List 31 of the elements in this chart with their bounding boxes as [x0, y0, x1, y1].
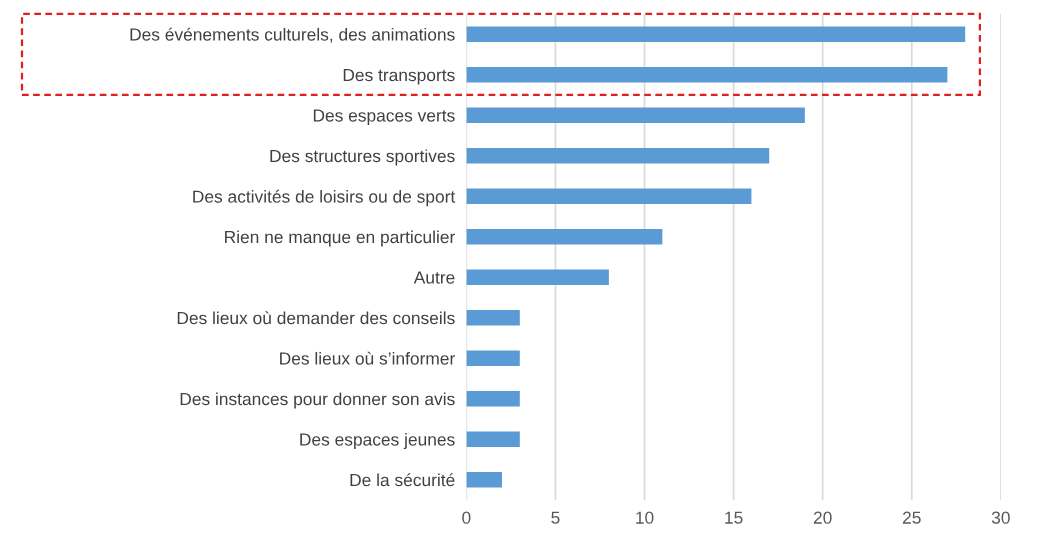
- y-tick-label: Des instances pour donner son avis: [180, 392, 455, 409]
- y-tick-label: Des lieux où s’informer: [280, 351, 455, 365]
- bar: [466, 472, 502, 488]
- y-tick-label: Des structures sportives: [270, 149, 455, 166]
- bar: [466, 310, 520, 326]
- bar: [466, 188, 752, 204]
- x-tick-label: 30: [991, 511, 1010, 524]
- bar: [466, 26, 966, 42]
- y-tick-label: Des transports: [343, 69, 455, 85]
- y-tick-label: Des espaces verts: [313, 109, 455, 126]
- y-tick-label: Rien ne manque en particulier: [225, 230, 455, 247]
- bar: [466, 269, 609, 285]
- x-tick-label: 25: [902, 511, 921, 524]
- bar: [466, 148, 770, 164]
- bar: [466, 67, 948, 83]
- x-tick-label: 5: [551, 511, 560, 524]
- y-tick-label: Des lieux où demander des conseils: [177, 311, 455, 325]
- x-tick-label: 20: [813, 511, 832, 524]
- x-tick-label: 10: [636, 511, 654, 524]
- y-tick-label: De la sécurité: [350, 473, 455, 487]
- bar: [466, 391, 520, 407]
- y-tick-label: Des événements culturels, des animations: [130, 27, 455, 43]
- bar: [466, 107, 805, 123]
- y-tick-label: Des espaces jeunes: [300, 432, 455, 450]
- bar: [466, 229, 663, 245]
- x-tick-label: 0: [462, 511, 471, 524]
- y-tick-label: Autre: [413, 271, 455, 284]
- bar: [466, 431, 520, 447]
- x-tick-label: 15: [725, 511, 743, 524]
- y-tick-label: Des activités de loisirs ou de sport: [193, 189, 456, 207]
- bar: [466, 350, 520, 366]
